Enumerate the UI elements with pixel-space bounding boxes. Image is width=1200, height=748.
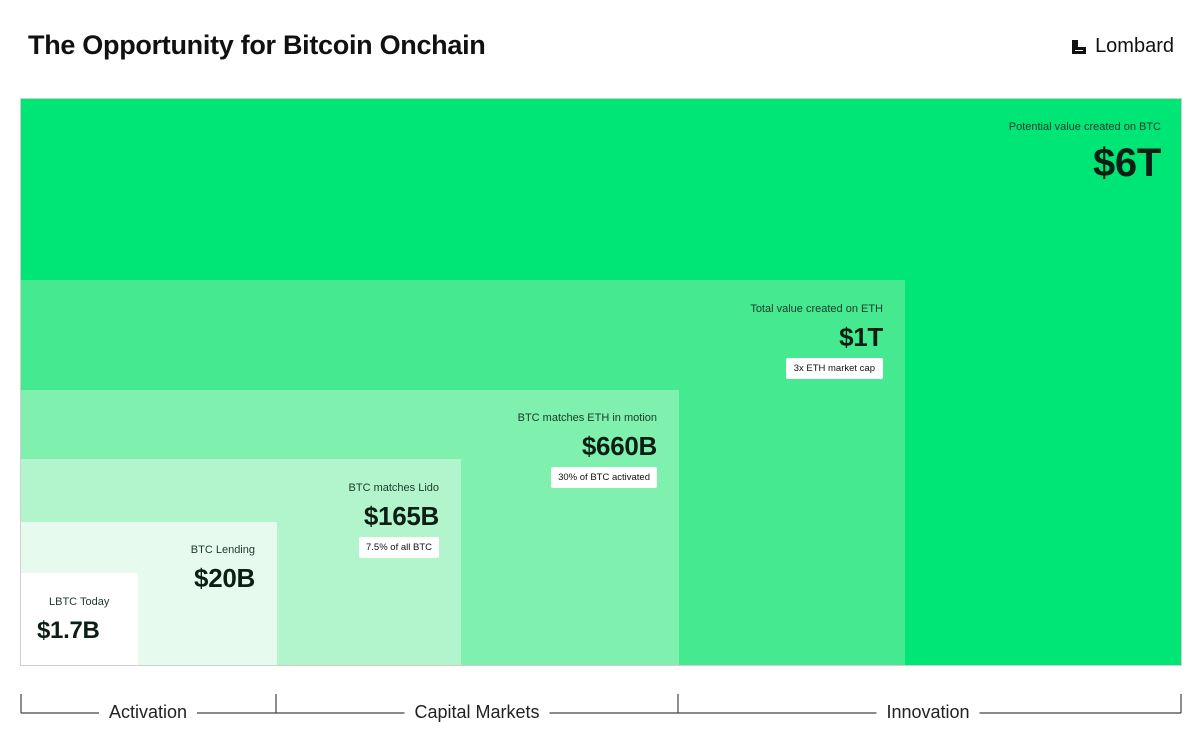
value-btc-lending: $20B: [194, 563, 255, 593]
label-eth-in-motion: BTC matches ETH in motion $660B 30% of B…: [518, 412, 657, 488]
box-lbtc-today: [21, 573, 138, 665]
caption-lbtc-today: LBTC Today: [49, 596, 110, 608]
phase-label-innovation: Innovation: [876, 702, 980, 723]
value-matches-lido: $165B: [363, 501, 439, 531]
label-potential-btc: Potential value created on BTC $6T: [1008, 121, 1162, 186]
caption-matches-lido: BTC matches Lido: [348, 482, 439, 494]
phase-axis: Activation Capital Markets Innovation: [20, 690, 1182, 730]
label-total-eth: Total value created on ETH $1T 3x ETH ma…: [750, 303, 883, 379]
caption-total-eth: Total value created on ETH: [750, 303, 883, 315]
treemap-chart: Potential value created on BTC $6T Total…: [20, 98, 1182, 666]
phase-label-capital-markets: Capital Markets: [404, 702, 550, 723]
caption-btc-lending: BTC Lending: [190, 544, 255, 556]
phase-label-activation: Activation: [98, 702, 198, 723]
badge-eth-in-motion: 30% of BTC activated: [551, 467, 657, 488]
phase-axis-lines: [20, 694, 1182, 714]
badge-matches-lido: 7.5% of all BTC: [359, 537, 439, 558]
value-eth-in-motion: $660B: [581, 431, 657, 461]
label-matches-lido: BTC matches Lido $165B 7.5% of all BTC: [349, 482, 439, 558]
value-potential-btc: $6T: [1092, 141, 1161, 185]
caption-eth-in-motion: BTC matches ETH in motion: [517, 412, 657, 424]
value-total-eth: $1T: [839, 322, 883, 352]
label-lbtc-today: LBTC Today $1.7B: [37, 596, 109, 645]
badge-total-eth: 3x ETH market cap: [785, 358, 883, 379]
brand-logo: Lombard: [1070, 35, 1174, 58]
page-title: The Opportunity for Bitcoin Onchain: [28, 30, 486, 60]
brand-name: Lombard: [1095, 35, 1174, 57]
label-btc-lending: BTC Lending $20B: [190, 544, 256, 594]
lombard-logo-icon: [1072, 39, 1087, 54]
caption-potential-btc: Potential value created on BTC: [1008, 121, 1161, 133]
value-lbtc-today: $1.7B: [37, 617, 100, 644]
